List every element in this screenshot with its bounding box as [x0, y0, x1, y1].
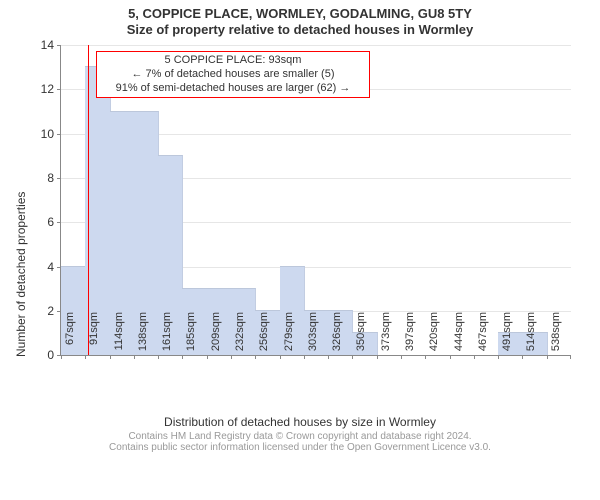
x-tick-label: 373sqm: [380, 312, 392, 362]
x-tick-label: 303sqm: [307, 312, 319, 362]
x-tick-label: 256sqm: [258, 312, 270, 362]
chart-area: Number of detached properties 0246810121…: [0, 37, 600, 365]
x-tick-labels: 67sqm91sqm114sqm138sqm161sqm185sqm209sqm…: [60, 360, 570, 415]
x-tick-label: 114sqm: [113, 312, 125, 362]
x-tick-label: 161sqm: [161, 312, 173, 362]
x-tick-label: 91sqm: [88, 312, 100, 362]
x-tick-label: 326sqm: [331, 312, 343, 362]
x-tick-label: 444sqm: [453, 312, 465, 362]
y-tick-label: 0: [47, 348, 54, 362]
chart-titles: 5, COPPICE PLACE, WORMLEY, GODALMING, GU…: [0, 0, 600, 37]
y-tick-label: 10: [41, 127, 54, 141]
x-tick-label: 538sqm: [550, 312, 562, 362]
attribution-line-1: Contains HM Land Registry data © Crown c…: [0, 431, 600, 442]
attribution: Contains HM Land Registry data © Crown c…: [0, 431, 600, 453]
y-tick-label: 14: [41, 38, 54, 52]
y-tick-labels: 02468101214: [0, 45, 58, 355]
x-tick-label: 279sqm: [283, 312, 295, 362]
y-tick-label: 4: [47, 260, 54, 274]
y-tick-label: 2: [47, 304, 54, 318]
gridline: [61, 45, 571, 46]
annotation-line-3: 91% of semi-detached houses are larger (…: [103, 82, 363, 96]
x-tick-label: 467sqm: [477, 312, 489, 362]
x-tick-label: 138sqm: [137, 312, 149, 362]
plot-region: 5 COPPICE PLACE: 93sqm ← 7% of detached …: [60, 45, 571, 356]
x-tick-label: 232sqm: [234, 312, 246, 362]
x-tick-label: 514sqm: [525, 312, 537, 362]
x-tick-label: 491sqm: [501, 312, 513, 362]
x-tick-label: 350sqm: [355, 312, 367, 362]
x-tick-label: 397sqm: [404, 312, 416, 362]
title-line-1: 5, COPPICE PLACE, WORMLEY, GODALMING, GU…: [0, 6, 600, 22]
attribution-line-2: Contains public sector information licen…: [0, 442, 600, 453]
annotation-box: 5 COPPICE PLACE: 93sqm ← 7% of detached …: [96, 51, 370, 98]
annotation-line-1: 5 COPPICE PLACE: 93sqm: [103, 54, 363, 68]
marker-line: [88, 45, 89, 355]
x-tick-label: 420sqm: [428, 312, 440, 362]
x-tick-label: 67sqm: [64, 312, 76, 362]
title-line-2: Size of property relative to detached ho…: [0, 22, 600, 38]
x-tick-label: 185sqm: [185, 312, 197, 362]
annotation-line-2: ← 7% of detached houses are smaller (5): [103, 68, 363, 82]
y-tick-label: 6: [47, 215, 54, 229]
x-tick-label: 209sqm: [210, 312, 222, 362]
x-axis-label: Distribution of detached houses by size …: [0, 415, 600, 429]
y-tick-label: 12: [41, 82, 54, 96]
y-tick-label: 8: [47, 171, 54, 185]
